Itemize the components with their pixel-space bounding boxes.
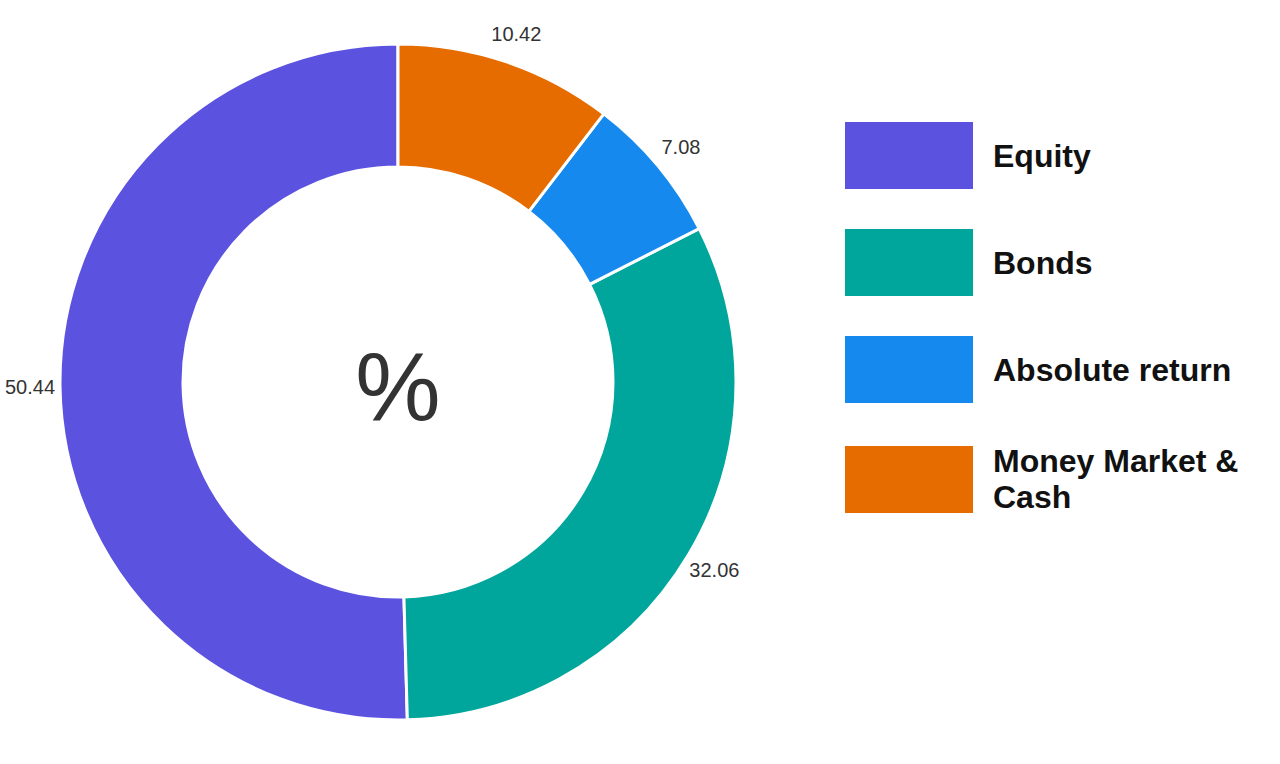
svg-text:7.08: 7.08 [661, 136, 700, 158]
html-text:Absolute return: Absolute return [993, 351, 1232, 388]
svg-text:50.44: 50.44 [8, 376, 55, 398]
svg-text:%: % [355, 333, 440, 440]
html-text:Bonds: Bonds [993, 244, 1093, 281]
html-text:Money Market & Cash: Money Market & Cash [993, 443, 1239, 515]
svg-text:10.42: 10.42 [491, 23, 541, 45]
html-text:Equity: Equity [993, 137, 1091, 174]
svg-text:32.06: 32.06 [689, 559, 739, 581]
